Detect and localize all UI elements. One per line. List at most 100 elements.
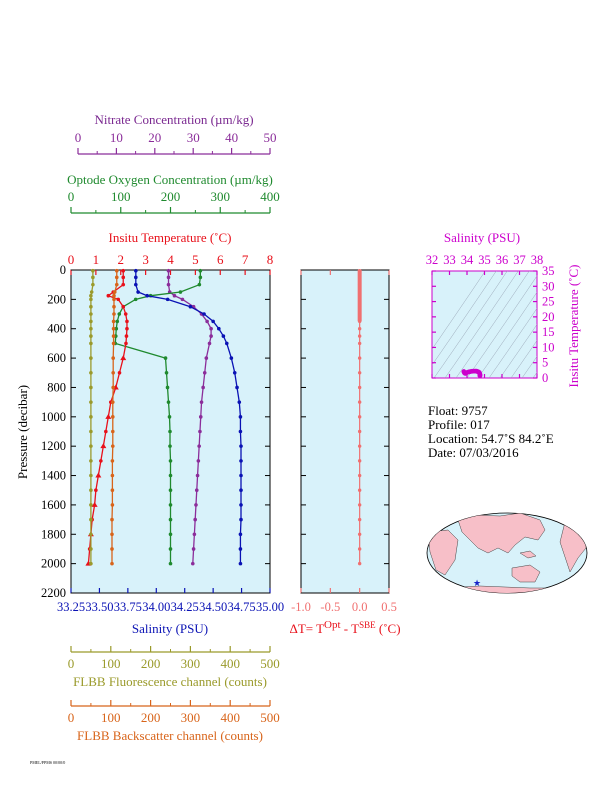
delta-t-data-point [357,371,362,375]
ts-temperature-tick-label: 30 [542,279,555,293]
nitrate-data-point [209,334,213,338]
ts-salinity-tick-label: 36 [496,253,509,267]
world-map: ★ [426,512,588,594]
salinity-data-point [238,532,243,537]
fluorescence-axis-tick-label: 400 [220,656,240,671]
oxygen-axis-ticks: 0 100 200 300 400 [68,189,280,213]
salinity-axis-tick-label: 33.25 [57,600,85,614]
salinity-data-point [238,429,243,434]
fluorescence-axis: 0 100 200 300 400 500 FLBB Fluorescence chann… [68,646,280,689]
ts-temperature-tick-label: 0 [542,371,548,385]
oxygen-axis-tick-label: 0 [68,189,75,204]
temperature-axis-tick-label: 0 [68,252,75,267]
temperature-data-point [125,326,129,331]
salinity-data-point [217,326,221,331]
pressure-axis-tick-label: 200 [47,292,66,306]
salinity-data-point [238,561,243,566]
salinity-axis-tick-label: 34.25 [171,600,199,614]
temperature-axis-tick-label: 5 [192,252,199,267]
backscatter-axis-tick-label: 100 [101,710,121,725]
fluorescence-data-point [89,517,93,522]
delta-t-data-point [357,444,362,448]
delta-t-data-point [357,473,362,478]
nitrate-data-point [195,473,200,478]
oxygen-data-point [165,385,170,390]
fluorescence-axis-tick-label: 0 [68,656,75,671]
ts-temperature-tick-label: 15 [542,325,555,339]
fluorescence-data-point [89,326,93,331]
fluorescence-data-point [89,297,93,302]
isopycnal-line [499,324,537,378]
pressure-axis-tick-label: 2000 [41,557,66,571]
backscatter-axis-tick-label: 0 [68,710,75,725]
nitrate-data-point [191,547,196,551]
delta-t-axis-title: ΔT= TOpt - TSBE (˚C) [289,619,400,636]
salinity-data-point [239,503,243,507]
oxygen-data-point [178,290,183,294]
oxygen-data-point [168,488,173,493]
fluorescence-data-point [89,334,93,338]
delta-t-data-point [357,503,362,507]
pressure-axis-tick-label: 1600 [41,498,66,512]
ts-salinity-axis-title: Salinity (PSU) [444,230,520,245]
nitrate-data-point [209,326,213,331]
delta-t-plot-area [300,269,390,594]
salinity-data-point [232,370,237,375]
salinity-data-point [229,356,234,360]
backscatter-data-point [110,444,115,448]
backscatter-data-point [112,312,116,316]
salinity-data-point [238,547,243,551]
nitrate-data-point [201,385,205,390]
salinity-data-point [211,319,215,324]
salinity-axis-tick-label: 34.00 [142,600,170,614]
delta-t-data-point [357,429,362,434]
nitrate-data-point [197,444,201,448]
pressure-axis-tick-label: 1000 [41,410,66,424]
salinity-axis-tick-label: 33.50 [85,600,113,614]
fluorescence-data-point [89,473,93,478]
delta-t-data-point [357,517,362,522]
nitrate-axis-ticks: 0 10 20 30 40 50 [75,130,277,154]
ts-data-point [477,373,483,379]
isopycnal-line [455,271,530,378]
delta-t-data-point [357,459,362,463]
oxygen-data-point [198,275,203,280]
nitrate-data-point [196,459,201,463]
backscatter-data-point [114,275,119,280]
temperature-data-point [94,488,98,493]
pressure-axis-tick-label: 1800 [41,527,66,541]
fluorescence-data-point [89,547,93,551]
temperature-axis-tick-label: 3 [142,252,149,267]
temperature-axis-tick-label: 2 [118,252,125,267]
fluorescence-data-point [89,503,93,507]
oxygen-data-point [166,400,171,404]
ts-salinity-tick-label: 38 [531,253,544,267]
fluorescence-data-point [89,370,93,375]
oxygen-data-point [168,444,172,448]
salinity-axis-tick-label: 35.00 [256,600,284,614]
salinity-data-point [134,282,138,287]
temperature-data-point [121,275,126,280]
temperature-data-point [100,443,107,449]
isopycnal-line [466,275,537,378]
oxygen-axis-title: Optode Oxygen Concentration (µm/kg) [67,172,273,187]
delta-t-data-point [357,327,362,331]
nitrate-axis-title: Nitrate Concentration (µm/kg) [94,112,253,127]
oxygen-data-point [164,370,169,375]
temperature-data-point [121,304,126,309]
isopycnal-line [432,271,486,350]
nitrate-data-point [199,400,204,404]
nitrate-data-point [166,268,171,273]
backscatter-data-point [111,341,116,346]
temperature-data-point [120,355,127,361]
isopycnal-line [433,271,508,378]
salinity-data-point [239,488,243,493]
fluorescence-data-point [89,385,93,390]
oxygen-data-point [167,415,172,419]
oxygen-axis-tick-label: 200 [161,189,181,204]
temperature-data-point [99,459,103,463]
delta-t-data-point [357,400,362,404]
delta-t-data-point [357,561,362,566]
temperature-data-point [104,429,108,434]
